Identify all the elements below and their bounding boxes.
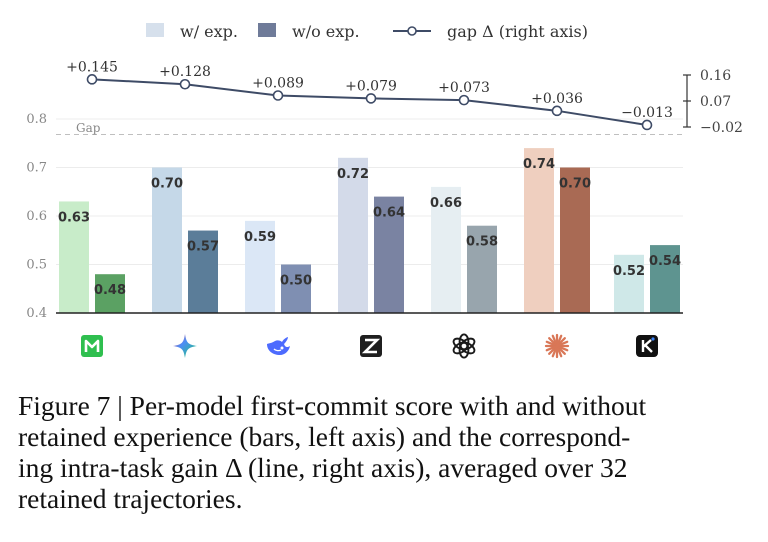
bar-value-label: 0.58	[466, 235, 498, 250]
gap-value-label: +0.073	[438, 80, 490, 96]
zhipu-logo-icon	[360, 335, 382, 357]
bar-value-label: 0.52	[613, 264, 645, 279]
bar-value-label: 0.57	[187, 240, 219, 255]
bar-value-label: 0.50	[280, 274, 312, 289]
bar-value-label: 0.70	[151, 177, 183, 192]
bar-with-exp-m-logo	[59, 201, 89, 313]
model-logos	[81, 333, 658, 359]
gap-value-label: +0.128	[159, 64, 211, 80]
bar-value-label: 0.66	[430, 196, 462, 211]
legend-label-without: w/o exp.	[292, 22, 360, 41]
caption-line: retained trajectories.	[18, 483, 243, 514]
right-axis-tick-label-1: 0.07	[700, 94, 731, 110]
legend-swatch-without	[258, 23, 276, 37]
bar-value-label: 0.72	[337, 167, 369, 182]
y-tick-label: 0.6	[26, 209, 47, 224]
gap-marker	[458, 94, 470, 106]
legend-marker-gap	[407, 26, 417, 36]
claude-logo-icon	[544, 333, 570, 359]
y-tick-label: 0.7	[26, 161, 47, 176]
bar-value-label: 0.70	[559, 177, 591, 192]
y-tick-label: 0.8	[26, 112, 47, 127]
m-logo-icon	[81, 335, 103, 357]
legend-swatch-with	[146, 23, 164, 37]
bar-with-exp-gemini-logo	[152, 167, 182, 313]
caption-line: ing intra-task gain Δ (line, right axis)…	[18, 452, 628, 483]
y-tick-label: 0.4	[26, 306, 47, 321]
gap-marker	[272, 90, 284, 101]
gap-marker	[551, 105, 563, 117]
bar-with-exp-zhipu-logo	[338, 157, 368, 313]
bar-value-label: 0.74	[523, 157, 555, 172]
kimi-logo-icon	[636, 335, 658, 357]
bar-without-exp-deepseek-logo	[281, 264, 311, 313]
bar-without-exp-claude-logo	[560, 167, 590, 313]
figure-caption: Figure 7 | Per-model first-commit score …	[18, 390, 758, 514]
gap-marker	[86, 74, 98, 85]
gap-value-label: +0.079	[345, 78, 397, 94]
deepseek-logo-icon	[267, 337, 290, 355]
gap-marker	[365, 93, 377, 104]
legend-label-with: w/ exp.	[180, 22, 238, 41]
gap-value-label: −0.013	[621, 105, 673, 121]
gap-value-label: +0.145	[66, 59, 118, 75]
right-axis: 0.16 0.07 −0.02	[683, 68, 743, 136]
gap-axis-label: Gap	[76, 121, 101, 135]
gap-value-label: +0.036	[531, 91, 583, 107]
bar-value-label: 0.64	[373, 206, 405, 221]
right-axis-tick-label-0: 0.16	[700, 68, 731, 84]
bar-value-label: 0.59	[244, 230, 276, 245]
gap-value-label: +0.089	[252, 76, 304, 92]
gap-marker	[641, 119, 653, 131]
right-axis-tick-label-2: −0.02	[700, 120, 743, 136]
bar-without-exp-zhipu-logo	[374, 196, 404, 313]
gap-marker	[179, 78, 191, 90]
caption-line: retained experience (bars, left axis) an…	[18, 421, 631, 452]
gemini-logo-icon	[173, 334, 197, 358]
bar-with-exp-kimi-logo	[614, 254, 644, 313]
bar-with-exp-claude-logo	[524, 148, 554, 313]
bar-with-exp-deepseek-logo	[245, 220, 275, 313]
bar-without-exp-openai-logo	[467, 225, 497, 313]
legend-label-gap: gap Δ (right axis)	[447, 22, 588, 41]
bar-without-exp-gemini-logo	[188, 230, 218, 313]
bar-without-exp-m-logo	[95, 274, 125, 313]
bar-without-exp-kimi-logo	[650, 245, 680, 313]
y-tick-label: 0.5	[26, 258, 47, 273]
openai-logo-icon	[452, 333, 476, 359]
bar-value-label: 0.54	[649, 254, 681, 269]
caption-line: Figure 7 | Per-model first-commit score …	[18, 390, 647, 421]
bar-value-label: 0.63	[58, 210, 90, 225]
legend: w/ exp. w/o exp. gap Δ (right axis)	[146, 22, 588, 41]
bar-value-label: 0.48	[94, 283, 126, 298]
bar-with-exp-openai-logo	[431, 186, 461, 313]
